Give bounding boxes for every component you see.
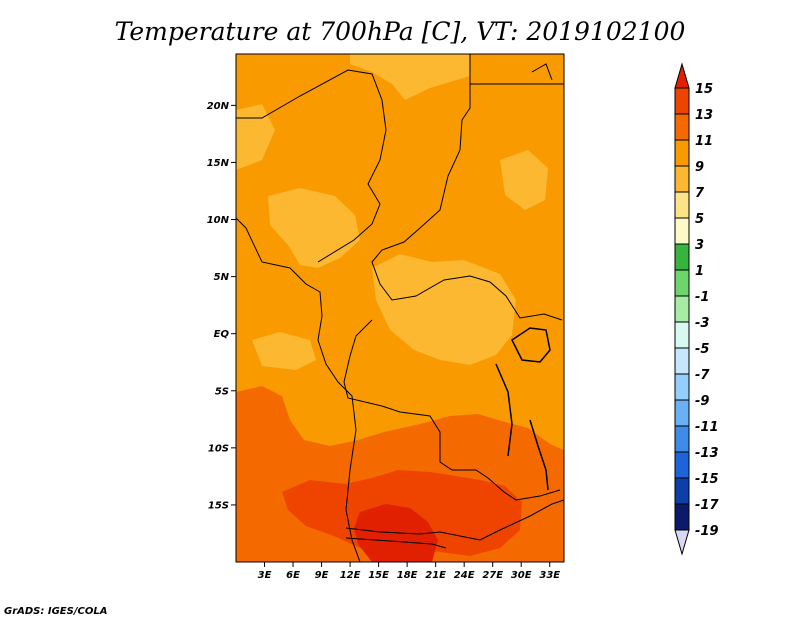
red-sea-coast (531, 63, 553, 81)
colorbar-label: 7 (695, 186, 705, 201)
colorbar-box (674, 425, 690, 453)
colorbar-box (674, 295, 690, 323)
x-tick-label: 27E (482, 570, 503, 581)
colorbar-box (674, 373, 690, 401)
colorbar-label: -15 (695, 472, 719, 487)
region-7-9-northwest (236, 104, 275, 170)
colorbar-label: -11 (695, 420, 719, 435)
colorbar-box (674, 139, 690, 167)
border-car-drc (343, 319, 561, 501)
border-angola-zambia (345, 499, 564, 541)
colorbar-box (674, 87, 690, 115)
grads-credit: GrADS: IGES/COLA (4, 606, 107, 617)
y-tick-label: 10N (207, 215, 230, 226)
colorbar-label: -3 (695, 316, 709, 331)
border-namibia (345, 537, 447, 549)
colorbar-label: -13 (695, 446, 719, 461)
lake-tanganyika (495, 363, 513, 457)
x-tick-label: 24E (454, 570, 475, 581)
region-7-9-sahel (268, 188, 360, 268)
x-tick-label: 12E (340, 570, 361, 581)
x-tick-label: 3E (258, 570, 272, 581)
region-7-9 (236, 54, 548, 370)
chart-title: Temperature at 700hPa [C], VT: 201910210… (115, 17, 686, 46)
colorbar-box (674, 191, 690, 219)
y-tick-label: 15S (208, 500, 229, 511)
colorbar-box (674, 113, 690, 141)
colorbar-label: -17 (695, 498, 719, 513)
colorbar-label: -1 (695, 290, 709, 305)
colorbar-label: 13 (695, 108, 713, 123)
colorbar-label: 15 (695, 82, 713, 97)
y-tick-label: 10S (208, 443, 229, 454)
y-tick-label: 15N (207, 158, 230, 169)
plot-area (236, 54, 564, 562)
region-7-9-central (372, 254, 516, 365)
colorbar-box (674, 217, 690, 245)
borders (236, 54, 564, 562)
colorbar-label: -7 (695, 368, 710, 383)
colorbar-label: 1 (695, 264, 704, 279)
colorbar-box (674, 451, 690, 479)
colorbar-label: 3 (695, 238, 704, 253)
colorbar-box (674, 269, 690, 297)
region-7-9-east (500, 150, 548, 210)
y-tick-label: 5N (214, 272, 230, 283)
colorbar-label: -19 (695, 524, 719, 539)
colorbar-label: 9 (695, 160, 704, 175)
x-tick-label: 9E (315, 570, 329, 581)
colorbar-bottom-arrow (674, 529, 690, 556)
x-tick-label: 30E (511, 570, 532, 581)
coastline-west (236, 217, 361, 562)
colorbar-box (674, 321, 690, 349)
region-7-9-west-coast (252, 332, 316, 370)
x-tick-label: 6E (286, 570, 300, 581)
x-tick-label: 33E (539, 570, 560, 581)
region-7-9-north (350, 54, 470, 100)
colorbar-label: 11 (695, 134, 713, 149)
colorbar-label: -9 (695, 394, 709, 409)
colorbar-top-arrow (674, 62, 690, 89)
x-tick-label: 18E (397, 570, 418, 581)
border-chad-sudan (371, 54, 563, 321)
colorbar-box (674, 165, 690, 193)
colorbar-label: 5 (695, 212, 704, 227)
lake-malawi (529, 419, 549, 491)
y-tick-label: 20N (207, 101, 230, 112)
colorbar: 15 13 11 9 7 5 3 1 -1 -3 -5 -7 -9 -11 -13 -15 -17 -19 (674, 62, 719, 556)
y-tick-label: EQ (214, 329, 230, 340)
axis-ticks: 3E 6E 9E 12E 15E 18E 21E 24E 27E 30E 33E 20N 15N 10N 5… (207, 101, 561, 581)
y-tick-label: 5S (215, 386, 229, 397)
colorbar-box (674, 503, 690, 531)
colorbar-box (674, 399, 690, 427)
x-tick-label: 21E (425, 570, 446, 581)
colorbar-box (674, 347, 690, 375)
plot-frame (235, 53, 565, 563)
colorbar-box (674, 243, 690, 271)
colorbar-box (674, 477, 690, 505)
colorbar-label: -5 (695, 342, 709, 357)
lake-victoria (511, 327, 551, 363)
x-tick-label: 15E (368, 570, 389, 581)
border-libya-chad (236, 69, 387, 263)
